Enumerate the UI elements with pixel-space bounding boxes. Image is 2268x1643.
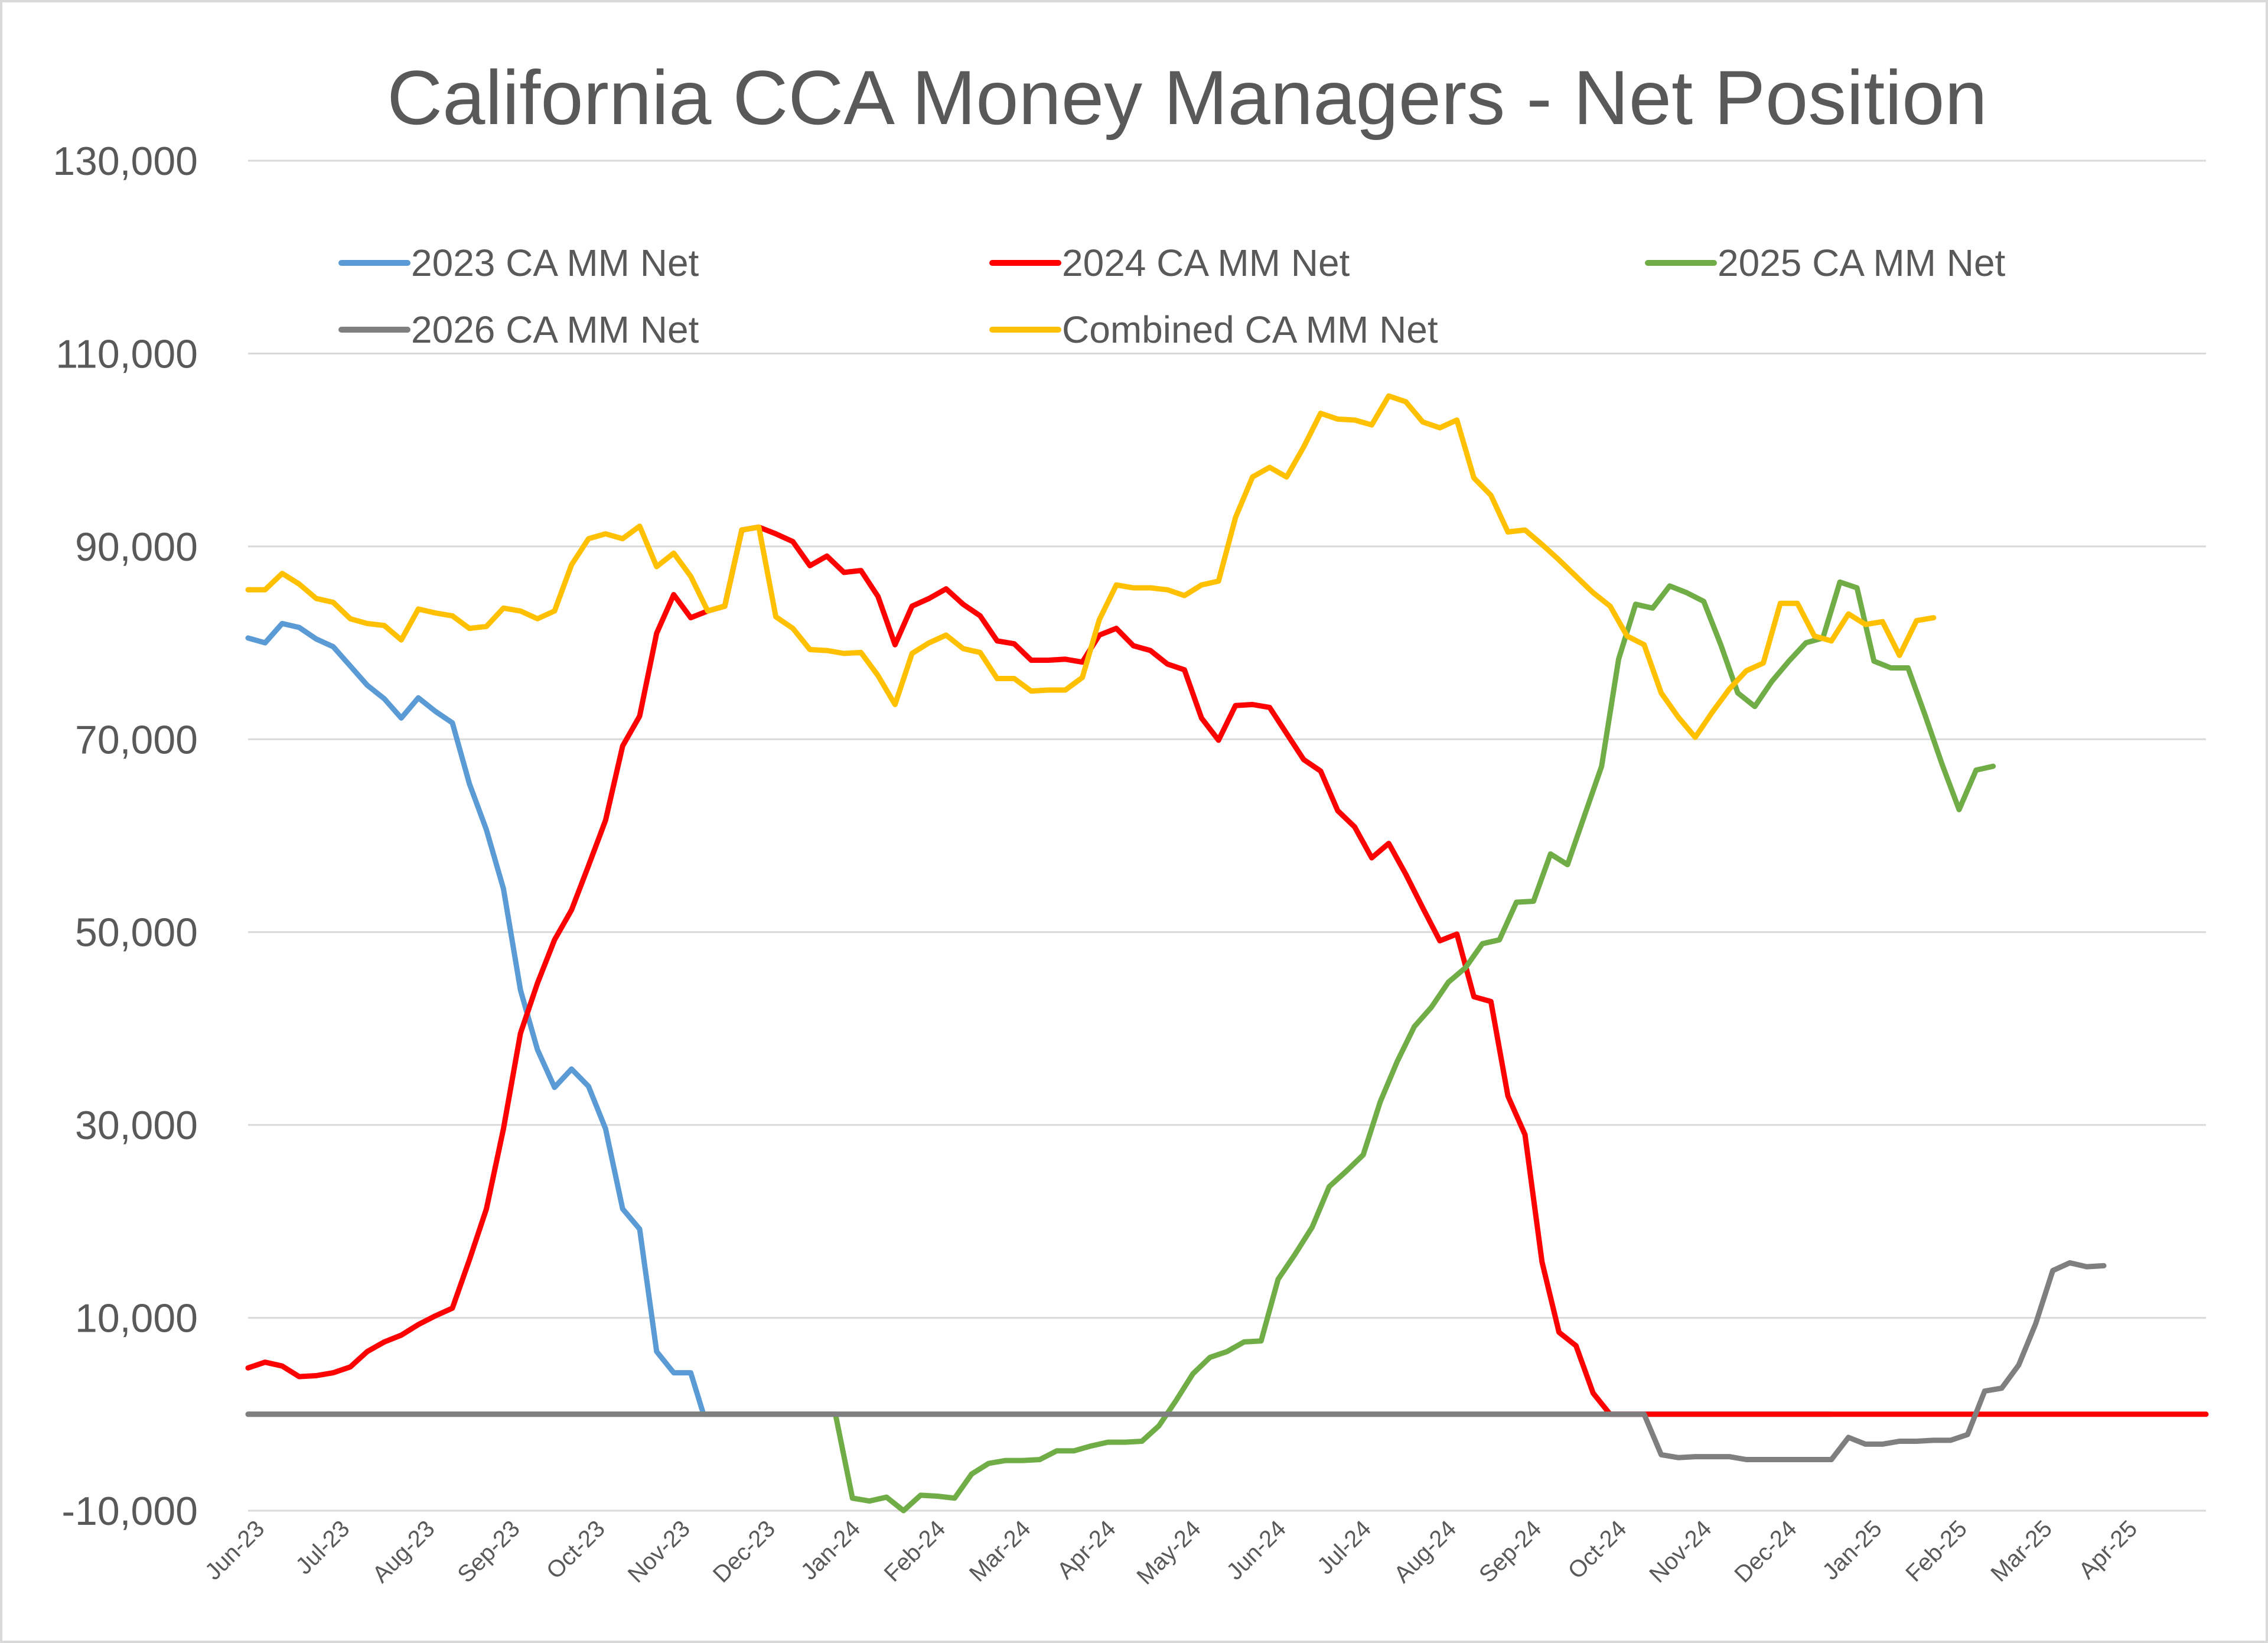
x-tick-label: Feb-24 xyxy=(879,1515,951,1587)
legend-item: 2025 CA MM Net xyxy=(1645,242,2006,284)
y-tick-label: 30,000 xyxy=(75,1103,198,1148)
y-tick-label: 10,000 xyxy=(75,1296,198,1341)
x-tick-label: Oct-23 xyxy=(542,1515,610,1584)
y-tick-label: -10,000 xyxy=(61,1489,198,1534)
legend-label: 2026 CA MM Net xyxy=(411,308,699,351)
legend-label: Combined CA MM Net xyxy=(1062,308,1438,351)
legend-label: 2023 CA MM Net xyxy=(411,242,699,284)
y-tick-label: 70,000 xyxy=(75,717,198,762)
x-tick-label: Nov-23 xyxy=(623,1515,695,1587)
y-tick-label: 130,000 xyxy=(53,139,198,184)
series-line-combined-ca-mm-net xyxy=(245,393,1937,740)
x-tick-label: Dec-24 xyxy=(1729,1515,1801,1587)
series-line-2026-ca-mm-net xyxy=(245,1260,2107,1462)
series-lines xyxy=(245,393,2209,1514)
legend-label: 2024 CA MM Net xyxy=(1062,242,1350,284)
y-tick-label: 50,000 xyxy=(75,910,198,955)
y-tick-label: 110,000 xyxy=(56,331,198,376)
x-tick-label: Jun-24 xyxy=(1221,1515,1291,1585)
x-tick-label: Dec-23 xyxy=(708,1515,780,1587)
x-tick-label: Jan-24 xyxy=(796,1515,866,1585)
x-tick-label: Jun-23 xyxy=(200,1515,270,1585)
x-axis-tick-labels: Jun-23 Jul-23 Aug-23 Sep-23 Oct-23 Nov-23 Dec-… xyxy=(200,1515,2142,1589)
x-tick-label: Mar-24 xyxy=(964,1515,1036,1587)
legend-item: 2024 CA MM Net xyxy=(989,242,1350,284)
x-tick-label: Jul-24 xyxy=(1312,1515,1376,1579)
y-axis-tick-labels: -10,000 10,000 30,000 50,000 70,000 90,000 110… xyxy=(53,139,198,1534)
legend: 2023 CA MM Net 2024 CA MM Net 2025 CA MM N… xyxy=(338,242,2006,351)
legend-label: 2025 CA MM Net xyxy=(1718,242,2006,284)
series-line-2023-ca-mm-net xyxy=(245,620,1834,1417)
series-line-2025-ca-mm-net xyxy=(245,579,1996,1514)
x-tick-label: Apr-25 xyxy=(2074,1515,2142,1584)
x-tick-label: Mar-25 xyxy=(1986,1515,2057,1587)
x-tick-label: Nov-24 xyxy=(1644,1515,1716,1587)
y-tick-label: 90,000 xyxy=(75,525,198,570)
x-tick-label: Aug-23 xyxy=(367,1515,439,1587)
x-tick-label: Jan-25 xyxy=(1817,1515,1887,1585)
legend-item: 2023 CA MM Net xyxy=(338,242,699,284)
x-tick-label: May-24 xyxy=(1132,1515,1205,1589)
chart-title: California CCA Money Managers - Net Posi… xyxy=(387,54,1987,141)
x-tick-label: Feb-25 xyxy=(1901,1515,1972,1587)
legend-item: Combined CA MM Net xyxy=(989,308,1438,351)
x-tick-label: Jul-23 xyxy=(291,1515,354,1579)
x-tick-label: Apr-24 xyxy=(1052,1515,1121,1584)
x-tick-label: Oct-24 xyxy=(1563,1515,1631,1584)
legend-item: 2026 CA MM Net xyxy=(338,308,699,351)
x-tick-label: Sep-24 xyxy=(1474,1515,1546,1587)
x-tick-label: Sep-23 xyxy=(452,1515,524,1587)
series-line-2024-ca-mm-net xyxy=(245,524,2209,1417)
gridlines xyxy=(248,160,2206,1512)
x-tick-label: Aug-24 xyxy=(1389,1515,1461,1587)
